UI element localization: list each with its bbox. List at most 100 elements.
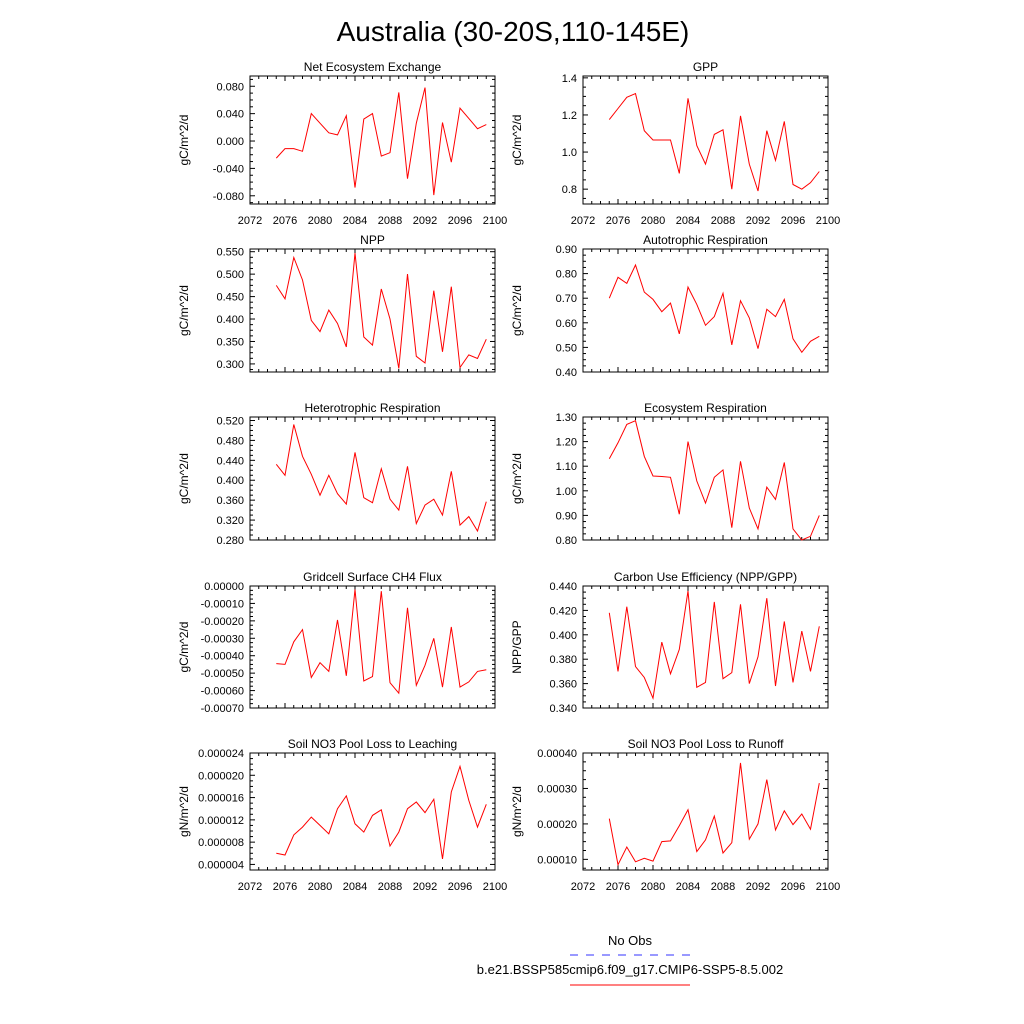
plot-frame (582, 416, 829, 541)
plot-frame (582, 248, 829, 373)
y-tick-label: 0.000004 (198, 859, 244, 871)
y-tick-label: 1.20 (556, 437, 577, 449)
legend: No Obs b.e21.BSSP585cmip6.f09_g17.CMIP6-… (477, 933, 783, 986)
series-line (608, 263, 820, 354)
plot-frame (249, 416, 496, 541)
x-tick-label: 2080 (308, 881, 332, 893)
x-tick-label: 2092 (413, 215, 437, 227)
y-tick-label: 1.30 (556, 412, 577, 424)
legend-model-label: b.e21.BSSP585cmip6.f09_g17.CMIP6-SSP5-8.… (477, 962, 783, 977)
panel-title: GPP (693, 60, 718, 74)
y-tick-label: -0.00050 (201, 668, 244, 680)
y-tick-label: 0.340 (549, 703, 577, 715)
series-line (276, 764, 487, 859)
y-tick-label: 0.400 (549, 630, 577, 642)
x-tick-label: 2072 (571, 215, 595, 227)
series-line (276, 589, 487, 695)
panel-heterotrophic-respiration: Heterotrophic Respiration gC/m^2/d 0.520 0.… (177, 401, 496, 547)
x-tick-label: 2076 (606, 881, 630, 893)
y-tick-label: 0.350 (216, 336, 244, 348)
panel-soil-no3-pool-loss-to-runoff: Soil NO3 Pool Loss to Runoff gN/m^2/d 2072… (510, 737, 840, 893)
x-tick-label: 2084 (343, 881, 367, 893)
y-axis-label: gC/m^2/d (177, 622, 191, 673)
y-tick-label: -0.00020 (201, 616, 244, 628)
x-tick-label: 2084 (343, 215, 367, 227)
series-line (275, 87, 487, 196)
y-axis-label: gC/m^2/d (177, 285, 191, 336)
y-tick-label: -0.040 (213, 163, 244, 175)
x-tick-label: 2092 (746, 881, 770, 893)
x-tick-label: 2072 (571, 881, 595, 893)
y-axis-label: gC/m^2/d (510, 115, 524, 166)
y-tick-label: 0.360 (216, 495, 244, 507)
y-tick-label: 0.00030 (537, 783, 577, 795)
y-tick-label: 0.00020 (537, 819, 577, 831)
y-tick-label: 0.320 (216, 515, 244, 527)
y-tick-label: 0.080 (216, 81, 244, 93)
panel-title: Soil NO3 Pool Loss to Runoff (628, 737, 785, 751)
y-tick-label: 0.00000 (204, 581, 244, 593)
panel-ecosystem-respiration: Ecosystem Respiration gC/m^2/d 1.30 1.20 1.1… (510, 401, 829, 547)
y-tick-label: 0.000008 (198, 837, 244, 849)
plot-frame (249, 75, 496, 205)
y-tick-label: 0.400 (216, 314, 244, 326)
x-tick-label: 2080 (641, 881, 665, 893)
series-line (275, 424, 487, 533)
y-tick-label: -0.00070 (201, 703, 244, 715)
panel-title: Net Ecosystem Exchange (304, 60, 442, 74)
y-tick-label: 0.000 (216, 136, 244, 148)
x-tick-label: 2096 (448, 881, 472, 893)
y-tick-label: 0.000020 (198, 770, 244, 782)
y-tick-label: 0.300 (216, 359, 244, 371)
panel-gridcell-surface-ch4-flux: Gridcell Surface CH4 Flux gC/m^2/d 0.00000… (177, 570, 496, 715)
y-tick-label: 0.420 (549, 605, 577, 617)
plot-frame (582, 585, 829, 709)
panels: Net Ecosystem Exchange gC/m^2/d 2072 2076 20… (177, 60, 840, 893)
y-tick-label: 0.550 (216, 247, 244, 259)
panel-soil-no3-pool-loss-to-leaching: Soil NO3 Pool Loss to Leaching gN/m^2/d 20… (177, 737, 507, 893)
series-line (608, 590, 820, 701)
y-tick-label: 0.450 (216, 292, 244, 304)
y-axis-label: gC/m^2/d (510, 285, 524, 336)
x-tick-label: 2080 (308, 215, 332, 227)
y-tick-label: 0.040 (216, 109, 244, 121)
y-tick-label: 1.0 (562, 147, 577, 159)
x-tick-label: 2076 (273, 881, 297, 893)
y-tick-label: 1.4 (562, 73, 577, 85)
y-tick-label: 0.8 (562, 184, 577, 196)
x-tick-label: 2092 (413, 881, 437, 893)
y-tick-label: -0.00030 (201, 633, 244, 645)
y-axis-label: gN/m^2/d (510, 786, 524, 837)
x-tick-label: 2100 (816, 215, 840, 227)
y-tick-label: 0.90 (556, 510, 577, 522)
x-tick-label: 2072 (238, 215, 262, 227)
x-tick-label: 2084 (676, 881, 700, 893)
legend-obs-label: No Obs (608, 933, 653, 948)
y-tick-label: 1.2 (562, 110, 577, 122)
x-tick-label: 2076 (606, 215, 630, 227)
plot-frame (582, 752, 829, 871)
x-tick-label: 2092 (746, 215, 770, 227)
y-tick-label: 0.500 (216, 269, 244, 281)
panel-title: Heterotrophic Respiration (304, 401, 440, 415)
panel-title: Ecosystem Respiration (644, 401, 767, 415)
panel-title: Soil NO3 Pool Loss to Leaching (288, 737, 457, 751)
y-axis-label: gC/m^2/d (177, 453, 191, 504)
y-tick-label: 0.40 (556, 367, 577, 379)
panel-title: Carbon Use Efficiency (NPP/GPP) (614, 570, 797, 584)
x-tick-label: 2088 (378, 881, 402, 893)
y-tick-label: 1.00 (556, 486, 577, 498)
y-tick-label: 0.380 (549, 654, 577, 666)
x-tick-label: 2088 (378, 215, 402, 227)
series-line (608, 420, 820, 541)
x-tick-label: 2100 (483, 215, 507, 227)
y-axis-label: gC/m^2/d (510, 453, 524, 504)
y-axis-label: NPP/GPP (510, 620, 524, 673)
y-tick-label: -0.00040 (201, 651, 244, 663)
panel-npp: NPP gC/m^2/d 0.550 0.500 0.450 0.400 0.350 0.30… (177, 233, 496, 373)
x-tick-label: 2100 (483, 881, 507, 893)
y-tick-label: 0.60 (556, 318, 577, 330)
panel-autotrophic-respiration: Autotrophic Respiration gC/m^2/d 0.90 0.80 0… (510, 233, 829, 379)
y-tick-label: 1.10 (556, 461, 577, 473)
x-tick-label: 2088 (711, 215, 735, 227)
